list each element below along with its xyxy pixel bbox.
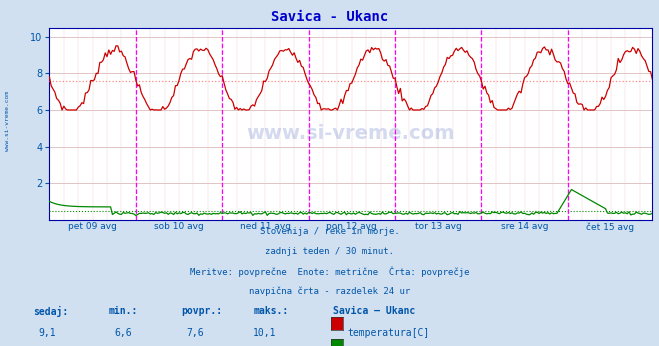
Text: 9,1: 9,1 — [38, 328, 56, 338]
Text: povpr.:: povpr.: — [181, 306, 222, 316]
Text: min.:: min.: — [109, 306, 138, 316]
Text: 10,1: 10,1 — [253, 328, 277, 338]
Text: navpična črta - razdelek 24 ur: navpična črta - razdelek 24 ur — [249, 287, 410, 296]
Text: 6,6: 6,6 — [114, 328, 132, 338]
Text: Savica - Ukanc: Savica - Ukanc — [271, 10, 388, 24]
Text: sedaj:: sedaj: — [33, 306, 68, 317]
Text: www.si-vreme.com: www.si-vreme.com — [246, 124, 455, 143]
Text: temperatura[C]: temperatura[C] — [347, 328, 430, 338]
Text: maks.:: maks.: — [254, 306, 289, 316]
Text: Slovenija / reke in morje.: Slovenija / reke in morje. — [260, 227, 399, 236]
Text: www.si-vreme.com: www.si-vreme.com — [5, 91, 11, 151]
Text: zadnji teden / 30 minut.: zadnji teden / 30 minut. — [265, 247, 394, 256]
Text: Savica – Ukanc: Savica – Ukanc — [333, 306, 415, 316]
Text: Meritve: povprečne  Enote: metrične  Črta: povprečje: Meritve: povprečne Enote: metrične Črta:… — [190, 267, 469, 277]
Text: 7,6: 7,6 — [186, 328, 204, 338]
